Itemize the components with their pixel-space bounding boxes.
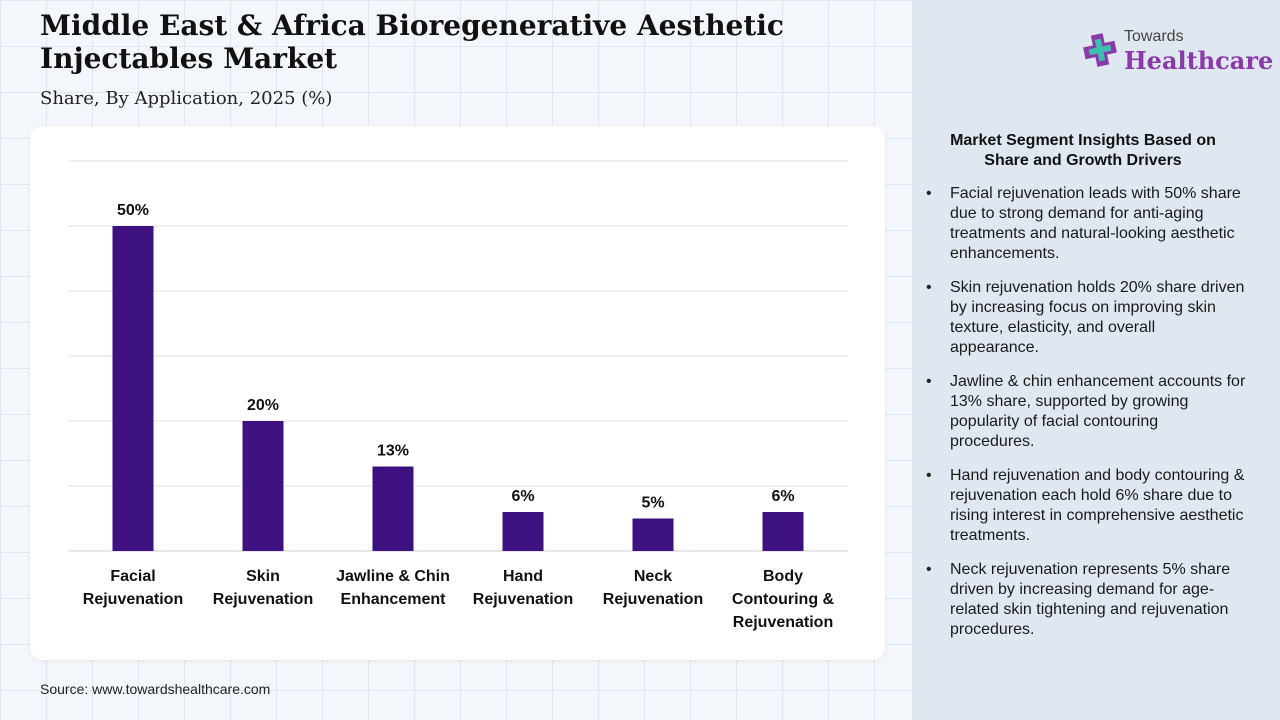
bar <box>502 512 544 551</box>
bar <box>112 226 154 551</box>
bar-value-label: 13% <box>377 443 409 460</box>
category-label: Body Contouring & Rejuvenation <box>732 568 835 631</box>
insight-item: Skin rejuvenation holds 20% share driven… <box>926 278 1246 358</box>
bar <box>242 421 284 551</box>
insight-item: Jawline & chin enhancement accounts for … <box>926 372 1246 452</box>
insight-item: Neck rejuvenation represents 5% share dr… <box>926 560 1246 640</box>
source-note: Source: www.towardshealthcare.com <box>40 681 271 697</box>
bar-chart: 50% Facial Rejuvenation 20% Skin Rejuvenation… <box>68 160 848 631</box>
bar-value-label: 20% <box>247 397 279 414</box>
category-label: Skin Rejuvenation <box>213 568 313 608</box>
insight-item: Facial rejuvenation leads with 50% share… <box>926 184 1246 264</box>
logo-text-top: Towards <box>1124 28 1184 45</box>
category-label: Jawline & Chin Enhancement <box>336 568 450 608</box>
chart-title: Middle East & Africa Bioregenerative Aes… <box>40 9 784 75</box>
towards-healthcare-logo: Towards Healthcare <box>1080 26 1273 80</box>
category-label: Neck Rejuvenation <box>603 568 703 608</box>
chart-subtitle: Share, By Application, 2025 (%) <box>40 88 333 109</box>
insight-item: Hand rejuvenation and body contouring & … <box>926 466 1246 546</box>
bar <box>632 518 674 551</box>
category-label: Hand Rejuvenation <box>473 568 573 608</box>
bar-value-label: 5% <box>641 495 664 512</box>
chart-card: 50% Facial Rejuvenation 20% Skin Rejuvenation… <box>30 126 885 660</box>
bar-value-label: 6% <box>511 488 534 505</box>
logo-text-bottom: Healthcare <box>1124 46 1274 75</box>
bar-value-label: 6% <box>771 488 794 505</box>
medical-cross-icon <box>1083 33 1117 67</box>
category-label: Facial Rejuvenation <box>83 568 183 608</box>
bar <box>372 466 414 551</box>
insights-title: Market Segment Insights Based on Share a… <box>950 132 1216 169</box>
insights-list: Facial rejuvenation leads with 50% share… <box>926 184 1246 654</box>
bar-value-label: 50% <box>117 202 149 219</box>
bar <box>762 512 804 551</box>
